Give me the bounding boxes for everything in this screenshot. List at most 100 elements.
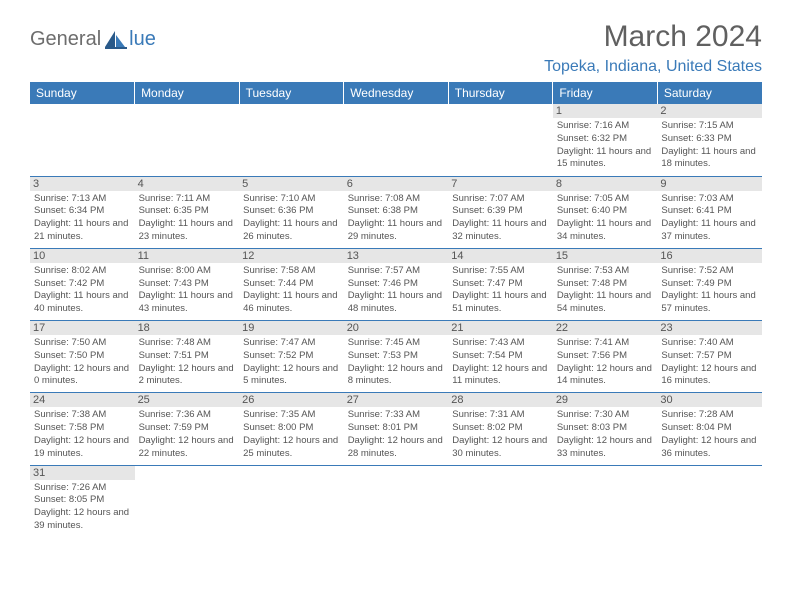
sunrise-text: Sunrise: 7:48 AM [139,337,236,350]
logo-sail-icon [105,31,127,49]
day-number: 19 [239,321,344,335]
day-details: Sunrise: 7:07 AMSunset: 6:39 PMDaylight:… [452,193,549,244]
empty-cell [239,465,344,537]
day-cell: 26Sunrise: 7:35 AMSunset: 8:00 PMDayligh… [239,393,344,465]
weekday-header: Friday [553,82,658,104]
daylight-text: Daylight: 12 hours and 11 minutes. [452,363,549,389]
day-cell: 2Sunrise: 7:15 AMSunset: 6:33 PMDaylight… [657,104,762,176]
day-cell: 13Sunrise: 7:57 AMSunset: 7:46 PMDayligh… [344,248,449,320]
day-details: Sunrise: 7:41 AMSunset: 7:56 PMDaylight:… [557,337,654,388]
sunset-text: Sunset: 7:42 PM [34,278,131,291]
logo: General lue [30,28,156,51]
sunrise-text: Sunrise: 7:47 AM [243,337,340,350]
day-details: Sunrise: 7:48 AMSunset: 7:51 PMDaylight:… [139,337,236,388]
empty-cell [553,465,658,537]
sunset-text: Sunset: 7:44 PM [243,278,340,291]
day-cell: 21Sunrise: 7:43 AMSunset: 7:54 PMDayligh… [448,321,553,393]
sunset-text: Sunset: 8:03 PM [557,422,654,435]
sunset-text: Sunset: 7:43 PM [139,278,236,291]
sunrise-text: Sunrise: 7:16 AM [557,120,654,133]
day-number: 27 [344,393,449,407]
weekday-header: Saturday [657,82,762,104]
weekday-header: Tuesday [239,82,344,104]
daylight-text: Daylight: 11 hours and 23 minutes. [139,218,236,244]
daylight-text: Daylight: 11 hours and 15 minutes. [557,146,654,172]
daylight-text: Daylight: 11 hours and 26 minutes. [243,218,340,244]
sunset-text: Sunset: 7:47 PM [452,278,549,291]
sunset-text: Sunset: 7:52 PM [243,350,340,363]
day-cell: 18Sunrise: 7:48 AMSunset: 7:51 PMDayligh… [135,321,240,393]
weekday-header: Sunday [30,82,135,104]
day-cell: 24Sunrise: 7:38 AMSunset: 7:58 PMDayligh… [30,393,135,465]
day-number: 26 [239,393,344,407]
sunrise-text: Sunrise: 8:02 AM [34,265,131,278]
day-number: 28 [448,393,553,407]
day-number: 20 [344,321,449,335]
daylight-text: Daylight: 12 hours and 36 minutes. [661,435,758,461]
day-cell: 4Sunrise: 7:11 AMSunset: 6:35 PMDaylight… [135,176,240,248]
daylight-text: Daylight: 11 hours and 48 minutes. [348,290,445,316]
sunset-text: Sunset: 6:32 PM [557,133,654,146]
sunset-text: Sunset: 8:02 PM [452,422,549,435]
sunrise-text: Sunrise: 7:52 AM [661,265,758,278]
day-cell: 19 Sunrise: 7:47 AMSunset: 7:52 PMDayligh… [239,321,344,393]
calendar-row: 3 Sunrise: 7:13 AMSunset: 6:34 PMDaylight… [30,176,762,248]
sunset-text: Sunset: 7:59 PM [139,422,236,435]
day-cell: 31Sunrise: 7:26 AMSunset: 8:05 PMDayligh… [30,465,135,537]
day-details: Sunrise: 7:47 AMSunset: 7:52 PMDaylight:… [243,337,340,388]
sunrise-text: Sunrise: 7:50 AM [34,337,131,350]
daylight-text: Daylight: 11 hours and 34 minutes. [557,218,654,244]
day-number: 25 [135,393,240,407]
day-number: 11 [135,249,240,263]
day-cell: 28 Sunrise: 7:31 AMSunset: 8:02 PMDayligh… [448,393,553,465]
daylight-text: Daylight: 11 hours and 21 minutes. [34,218,131,244]
day-details: Sunrise: 7:50 AMSunset: 7:50 PMDaylight:… [34,337,131,388]
day-details: Sunrise: 7:38 AMSunset: 7:58 PMDaylight:… [34,409,131,460]
day-details: Sunrise: 7:13 AMSunset: 6:34 PMDaylight:… [34,193,131,244]
day-details: Sunrise: 7:58 AMSunset: 7:44 PMDaylight:… [243,265,340,316]
day-cell: 30Sunrise: 7:28 AMSunset: 8:04 PMDayligh… [657,393,762,465]
daylight-text: Daylight: 12 hours and 16 minutes. [661,363,758,389]
day-details: Sunrise: 7:31 AMSunset: 8:02 PMDaylight:… [452,409,549,460]
sunrise-text: Sunrise: 7:38 AM [34,409,131,422]
day-cell: 9Sunrise: 7:03 AMSunset: 6:41 PMDaylight… [657,176,762,248]
empty-cell [239,104,344,176]
weekday-header: Wednesday [344,82,449,104]
sunset-text: Sunset: 7:46 PM [348,278,445,291]
day-number: 9 [657,177,762,191]
sunset-text: Sunset: 7:58 PM [34,422,131,435]
sunset-text: Sunset: 6:34 PM [34,205,131,218]
daylight-text: Daylight: 12 hours and 28 minutes. [348,435,445,461]
daylight-text: Daylight: 11 hours and 32 minutes. [452,218,549,244]
daylight-text: Daylight: 12 hours and 25 minutes. [243,435,340,461]
day-number: 10 [30,249,135,263]
day-number: 14 [448,249,553,263]
day-details: Sunrise: 7:30 AMSunset: 8:03 PMDaylight:… [557,409,654,460]
day-number: 21 [448,321,553,335]
daylight-text: Daylight: 11 hours and 54 minutes. [557,290,654,316]
day-details: Sunrise: 7:52 AMSunset: 7:49 PMDaylight:… [661,265,758,316]
day-cell: 6Sunrise: 7:08 AMSunset: 6:38 PMDaylight… [344,176,449,248]
day-cell: 22Sunrise: 7:41 AMSunset: 7:56 PMDayligh… [553,321,658,393]
daylight-text: Daylight: 11 hours and 37 minutes. [661,218,758,244]
day-cell: 5Sunrise: 7:10 AMSunset: 6:36 PMDaylight… [239,176,344,248]
sunrise-text: Sunrise: 7:30 AM [557,409,654,422]
day-details: Sunrise: 7:28 AMSunset: 8:04 PMDaylight:… [661,409,758,460]
daylight-text: Daylight: 12 hours and 22 minutes. [139,435,236,461]
sunset-text: Sunset: 7:54 PM [452,350,549,363]
sunrise-text: Sunrise: 7:31 AM [452,409,549,422]
day-details: Sunrise: 7:57 AMSunset: 7:46 PMDaylight:… [348,265,445,316]
sunset-text: Sunset: 7:57 PM [661,350,758,363]
day-number: 3 [30,177,135,191]
empty-cell [30,104,135,176]
day-cell: 8Sunrise: 7:05 AMSunset: 6:40 PMDaylight… [553,176,658,248]
day-details: Sunrise: 7:36 AMSunset: 7:59 PMDaylight:… [139,409,236,460]
day-details: Sunrise: 8:02 AMSunset: 7:42 PMDaylight:… [34,265,131,316]
day-cell: 15Sunrise: 7:53 AMSunset: 7:48 PMDayligh… [553,248,658,320]
sunrise-text: Sunrise: 7:28 AM [661,409,758,422]
calendar-row: 10Sunrise: 8:02 AMSunset: 7:42 PMDayligh… [30,248,762,320]
empty-cell [135,465,240,537]
day-details: Sunrise: 7:15 AMSunset: 6:33 PMDaylight:… [661,120,758,171]
day-number: 8 [553,177,658,191]
daylight-text: Daylight: 11 hours and 29 minutes. [348,218,445,244]
